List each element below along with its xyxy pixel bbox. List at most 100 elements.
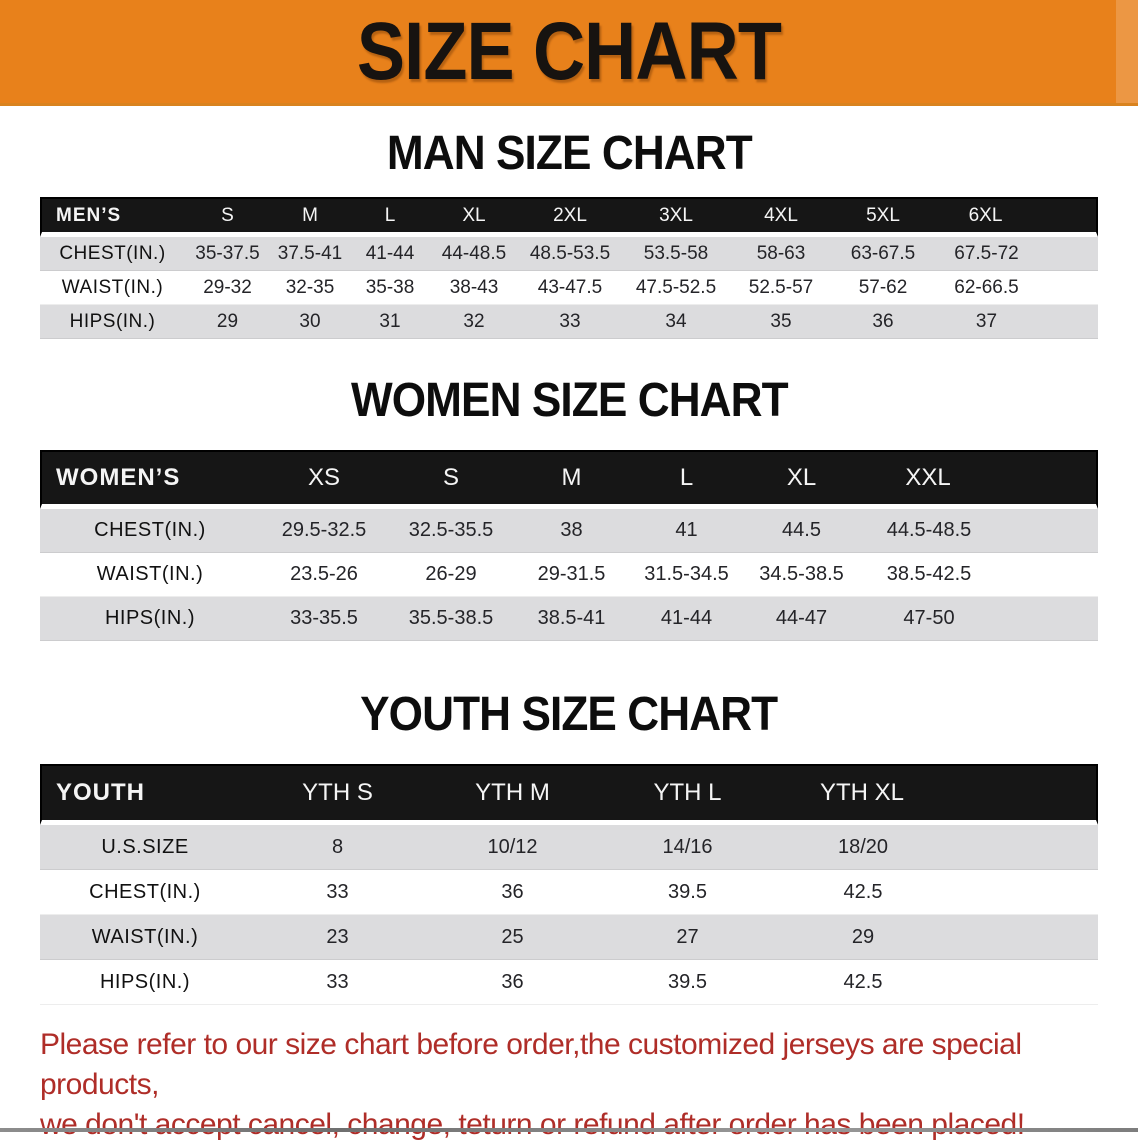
value-cell: 27 [600,915,775,960]
table-header-row: WOMEN’S XS S M L XL XXL [40,450,1098,509]
value-cell: 43-47.5 [518,271,622,305]
value-cell: 35-38 [350,271,430,305]
size-column-header: 2XL [518,197,622,237]
size-column-header: M [514,450,629,509]
value-cell: 37 [934,305,1098,339]
row-label-cell: HIPS(IN.) [40,960,250,1005]
value-cell: 23.5-26 [260,553,388,597]
size-column-header: 3XL [622,197,730,237]
women-size-table: WOMEN’S XS S M L XL XXL CHEST(IN.) 29.5-32.5 32.… [40,450,1098,641]
image-bottom-edge [0,1128,1138,1132]
size-column-header: M [270,197,350,237]
value-cell: 33 [518,305,622,339]
table-row: HIPS(IN.) 33 36 39.5 42.5 [40,960,1098,1005]
size-column-header: 4XL [730,197,832,237]
value-cell: 44-48.5 [430,237,518,271]
value-cell: 47.5-52.5 [622,271,730,305]
table-row: U.S.SIZE 8 10/12 14/16 18/20 [40,825,1098,870]
value-cell: 38.5-41 [514,597,629,641]
table-row: CHEST(IN.) 35-37.5 37.5-41 41-44 44-48.5 48.5… [40,237,1098,271]
table-row: WAIST(IN.) 23.5-26 26-29 29-31.5 31.5-34.5 34… [40,553,1098,597]
value-cell: 32 [430,305,518,339]
size-chart-banner: SIZE CHART [0,0,1138,106]
disclaimer-line-1: Please refer to our size chart before or… [40,1028,1022,1101]
value-cell: 39.5 [600,870,775,915]
value-cell: 14/16 [600,825,775,870]
value-cell: 36 [425,960,600,1005]
row-label-cell: HIPS(IN.) [40,597,260,641]
value-cell: 67.5-72 [934,237,1098,271]
value-cell: 26-29 [388,553,514,597]
value-cell: 47-50 [859,597,1098,641]
women-chart-heading: WOMEN SIZE CHART [0,373,1138,428]
value-cell: 62-66.5 [934,271,1098,305]
youth-size-section: YOUTH SIZE CHART YOUTH YTH S YTH M YTH L YTH… [0,687,1138,1005]
size-column-header: YTH XL [775,764,1098,825]
youth-chart-heading: YOUTH SIZE CHART [0,687,1138,742]
value-cell: 38-43 [430,271,518,305]
row-label-cell: WAIST(IN.) [40,915,250,960]
row-label-cell: CHEST(IN.) [40,509,260,553]
table-row: WAIST(IN.) 23 25 27 29 [40,915,1098,960]
men-chart-heading: MAN SIZE CHART [0,126,1138,181]
value-cell: 53.5-58 [622,237,730,271]
value-cell: 35.5-38.5 [388,597,514,641]
value-cell: 48.5-53.5 [518,237,622,271]
value-cell: 29-32 [185,271,270,305]
value-cell: 44-47 [744,597,859,641]
value-cell: 25 [425,915,600,960]
value-cell: 41 [629,509,744,553]
value-cell: 33 [250,870,425,915]
row-label-cell: CHEST(IN.) [40,870,250,915]
size-column-header: L [350,197,430,237]
value-cell: 52.5-57 [730,271,832,305]
value-cell: 38.5-42.5 [859,553,1098,597]
men-chart-heading-text: MAN SIZE CHART [386,127,753,180]
value-cell: 29 [775,915,1098,960]
size-column-header: YTH S [250,764,425,825]
value-cell: 35 [730,305,832,339]
value-cell: 29 [185,305,270,339]
row-label-cell: WAIST(IN.) [40,271,185,305]
size-column-header: XL [744,450,859,509]
size-column-header: XXL [859,450,1098,509]
value-cell: 32.5-35.5 [388,509,514,553]
value-cell: 37.5-41 [270,237,350,271]
value-cell: 42.5 [775,870,1098,915]
size-column-header: L [629,450,744,509]
value-cell: 63-67.5 [832,237,934,271]
size-column-header: 6XL [934,197,1098,237]
table-row: CHEST(IN.) 33 36 39.5 42.5 [40,870,1098,915]
table-header-row: YOUTH YTH S YTH M YTH L YTH XL [40,764,1098,825]
row-label-cell: HIPS(IN.) [40,305,185,339]
table-row: CHEST(IN.) 29.5-32.5 32.5-35.5 38 41 44.5 44.5… [40,509,1098,553]
table-title-cell: WOMEN’S [40,450,260,509]
value-cell: 33-35.5 [260,597,388,641]
size-column-header: S [388,450,514,509]
size-column-header: YTH L [600,764,775,825]
value-cell: 58-63 [730,237,832,271]
table-row: HIPS(IN.) 29 30 31 32 33 34 35 36 37 [40,305,1098,339]
size-column-header: YTH M [425,764,600,825]
value-cell: 41-44 [629,597,744,641]
value-cell: 10/12 [425,825,600,870]
value-cell: 34 [622,305,730,339]
table-row: HIPS(IN.) 33-35.5 35.5-38.5 38.5-41 41-44 44-… [40,597,1098,641]
table-row: WAIST(IN.) 29-32 32-35 35-38 38-43 43-47.5 47.… [40,271,1098,305]
value-cell: 29.5-32.5 [260,509,388,553]
size-column-header: XS [260,450,388,509]
men-size-table: MEN’S S M L XL 2XL 3XL 4XL 5XL 6XL CHEST(IN.) 35-3… [40,197,1098,339]
page-title: SIZE CHART [356,5,782,97]
table-title-cell: MEN’S [40,197,185,237]
youth-chart-heading-text: YOUTH SIZE CHART [360,688,778,741]
row-label-cell: WAIST(IN.) [40,553,260,597]
value-cell: 34.5-38.5 [744,553,859,597]
value-cell: 32-35 [270,271,350,305]
value-cell: 36 [425,870,600,915]
value-cell: 39.5 [600,960,775,1005]
value-cell: 8 [250,825,425,870]
disclaimer-line-2: we don't accept cancel, change, teturn o… [40,1108,1025,1141]
value-cell: 36 [832,305,934,339]
table-title-cell: YOUTH [40,764,250,825]
size-column-header: XL [430,197,518,237]
